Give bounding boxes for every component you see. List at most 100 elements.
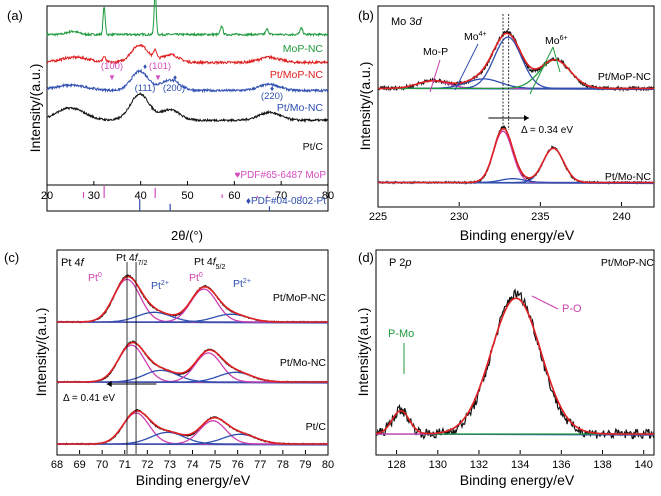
x-tick-label-c-12: 80 — [322, 459, 334, 471]
label-pt-4f72: Pt 4f7/2 — [116, 252, 147, 267]
panel-d-x-axis: 128 130 132 134 136 138 140 — [387, 450, 653, 471]
x-tick-label-b-0: 225 — [369, 211, 387, 223]
label-pt2-a-main: Pt — [151, 280, 161, 292]
delta-b: Δ = 0.34 eV — [521, 125, 573, 136]
panel-d-sample: Pt/MoP-NC — [601, 257, 655, 269]
hkl-200: (200) — [163, 83, 185, 94]
x-tick-label-c-11: 79 — [299, 459, 311, 471]
panel-b-series-label-2: Pt/Mo-NC — [605, 171, 652, 183]
label-mo4-sup: 4+ — [479, 31, 487, 38]
panel-c-plot — [56, 262, 329, 454]
x-tick-label-b-2: 235 — [531, 211, 549, 223]
delta-arrowhead-b — [523, 115, 529, 121]
marker-111: ♦ — [143, 62, 147, 71]
panel-d-label: (d) — [358, 250, 374, 265]
panel-b-series-label-1: Pt/MoP-NC — [598, 71, 652, 83]
panel-b-frame — [377, 5, 655, 208]
x-tick-label-d-0: 128 — [387, 459, 405, 471]
series-a-3 — [46, 91, 329, 124]
label-mo4: Mo4+ — [464, 31, 487, 43]
x-tick-label-a-1: 30 — [88, 190, 100, 202]
panel-a-frame — [46, 5, 329, 212]
x-tick-label-c-0: 68 — [51, 459, 63, 471]
label-pt0-a: Pt0 — [88, 272, 102, 284]
panel-b: 225 230 235 240 (b) Mo 3d Intensity/(a.u.) … — [357, 5, 655, 243]
panel-b-plot — [377, 14, 655, 185]
panel-b-x-axis: 225 230 235 240 — [369, 202, 631, 223]
x-tick-label-c-10: 78 — [277, 459, 289, 471]
label-mo4-main: Mo — [464, 31, 479, 43]
x-tick-label-c-7: 75 — [209, 459, 221, 471]
hkl-100: (100) — [101, 61, 123, 72]
ref-label-mop: ♥PDF#65-6487 MoP — [234, 170, 326, 181]
label-pt0-a-sup: 0 — [98, 272, 102, 279]
x-tick-label-b-3: 240 — [612, 211, 630, 223]
hkl-220: (220) — [261, 91, 283, 102]
x-tick-label-c-8: 76 — [232, 459, 244, 471]
arrow-mo6-a — [529, 46, 554, 95]
marker-101: ▼ — [154, 73, 162, 82]
label-pt-4f72-main: Pt 4 — [116, 252, 135, 264]
delta-c: Δ = 0.41 eV — [63, 393, 115, 404]
fit-envelope-b-0 — [378, 32, 654, 90]
label-mo6-main: Mo — [545, 35, 560, 47]
x-tick-label-c-5: 73 — [164, 459, 176, 471]
label-pt0-a-main: Pt — [88, 272, 98, 284]
x-tick-label-d-3: 134 — [511, 459, 529, 471]
label-pt0-b-main: Pt — [189, 272, 199, 284]
x-tick-label-a-6: 80 — [322, 190, 334, 202]
panel-a-ylabel: Intensity/(a.u.) — [27, 64, 43, 153]
label-pt0-b: Pt0 — [189, 272, 203, 284]
panel-a: 20 30 40 50 60 70 80 (a) Intensity/(a.u.) 2θ/(… — [7, 0, 334, 243]
fit-component-c-2-3 — [57, 433, 328, 445]
panel-d-plot — [375, 288, 655, 440]
panel-c: 68 69 70 71 72 73 74 75 76 77 78 79 80 (c) Pt 4f Int… — [4, 249, 334, 488]
panel-d-title: P 2p — [389, 257, 411, 269]
series-b-0 — [377, 28, 655, 93]
panel-c-xlabel: Binding energy/eV — [136, 472, 251, 488]
ref-pt-marker-icon: ♦ — [246, 196, 251, 207]
x-tick-label-d-6: 140 — [635, 459, 653, 471]
series-a-1 — [46, 44, 329, 66]
label-pt-4f52: Pt 4f5/2 — [194, 256, 225, 271]
panel-b-title: Mo 3d — [391, 16, 422, 28]
marker-200: ♦ — [173, 73, 177, 82]
delta-arrowhead-c — [106, 381, 112, 387]
x-tick-label-c-3: 71 — [119, 459, 131, 471]
label-pt-4f52-sub: 5/2 — [216, 264, 226, 271]
x-tick-label-c-9: 77 — [254, 459, 266, 471]
panel-b-label: (b) — [358, 8, 374, 23]
x-tick-label-a-5: 70 — [275, 190, 287, 202]
series-a-2 — [46, 68, 329, 94]
fit-envelope-c-1 — [57, 341, 328, 383]
panel-b-ylabel: Intensity/(a.u.) — [357, 62, 373, 151]
label-pt-4f72-f: f — [135, 252, 139, 264]
panel-d-title-main: P 2 — [389, 257, 405, 269]
panel-c-x-axis: 68 69 70 71 72 73 74 75 76 77 78 79 80 — [51, 450, 334, 471]
label-mo6: Mo6+ — [545, 35, 568, 47]
panel-c-series-label-2: Pt/Mo-NC — [280, 357, 327, 369]
series-label-pt-mop-nc: Pt/MoP-NC — [270, 69, 324, 81]
panel-a-xlabel: 2θ/(°) — [171, 228, 203, 243]
panel-c-title-italic: f — [81, 257, 85, 269]
label-pt2-a-sup: 2+ — [161, 280, 169, 287]
x-tick-label-c-2: 70 — [96, 459, 108, 471]
panel-d-ylabel: Intensity/(a.u.) — [355, 308, 371, 397]
label-mo-p: Mo-P — [423, 46, 448, 58]
label-pt0-b-sup: 0 — [199, 272, 203, 279]
label-pt-4f52-f: f — [213, 256, 217, 268]
label-pt2-b-main: Pt — [233, 278, 243, 290]
fit-component-d-0-1 — [376, 297, 654, 435]
panel-c-ylabel: Intensity/(a.u.) — [33, 308, 49, 397]
panel-d: 128 130 132 134 136 138 140 (d) P 2p Pt/MoP-NC… — [355, 249, 655, 488]
x-tick-label-c-6: 74 — [186, 459, 198, 471]
panel-c-title-main: Pt 4 — [61, 257, 81, 269]
x-tick-label-c-4: 72 — [141, 459, 153, 471]
panel-a-x-axis: 20 30 40 50 60 70 80 — [41, 181, 334, 202]
label-p-o: P-O — [562, 303, 582, 315]
x-tick-label-d-1: 130 — [429, 459, 447, 471]
series-c-2 — [56, 409, 329, 446]
x-tick-label-a-0: 20 — [41, 190, 53, 202]
arrow-p-o — [531, 295, 559, 310]
series-a-0 — [46, 0, 329, 38]
